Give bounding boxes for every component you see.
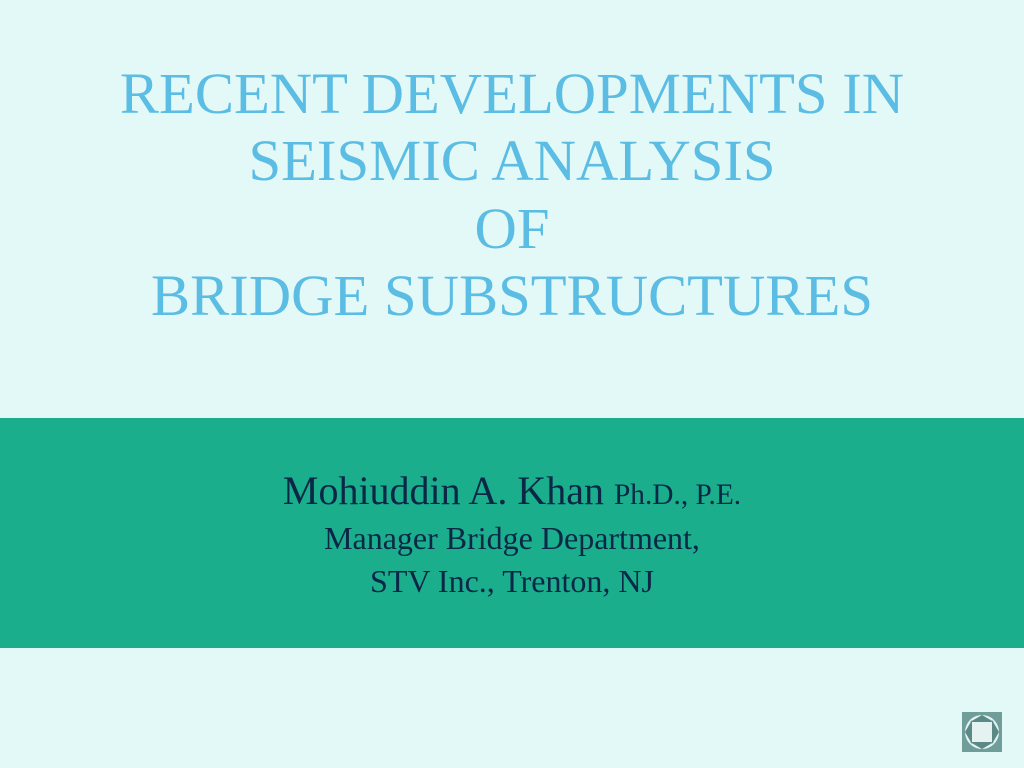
title-line-3: OF bbox=[0, 195, 1024, 262]
author-band: Mohiuddin A. Khan Ph.D., P.E. Manager Br… bbox=[0, 418, 1024, 648]
author-credentials: Ph.D., P.E. bbox=[614, 479, 741, 511]
title-region: RECENT DEVELOPMENTS IN SEISMIC ANALYSIS … bbox=[0, 0, 1024, 330]
author-role: Manager Bridge Department, bbox=[0, 520, 1024, 557]
slide-nav-button[interactable] bbox=[960, 710, 1004, 754]
author-affiliation: STV Inc., Trenton, NJ bbox=[0, 563, 1024, 600]
title-line-1: RECENT DEVELOPMENTS IN bbox=[0, 60, 1024, 127]
presentation-slide: RECENT DEVELOPMENTS IN SEISMIC ANALYSIS … bbox=[0, 0, 1024, 768]
slide-nav-icon bbox=[960, 710, 1004, 754]
author-name-line: Mohiuddin A. Khan Ph.D., P.E. bbox=[0, 467, 1024, 514]
author-name: Mohiuddin A. Khan bbox=[283, 468, 614, 513]
title-line-2: SEISMIC ANALYSIS bbox=[0, 127, 1024, 194]
title-line-4: BRIDGE SUBSTRUCTURES bbox=[0, 262, 1024, 329]
